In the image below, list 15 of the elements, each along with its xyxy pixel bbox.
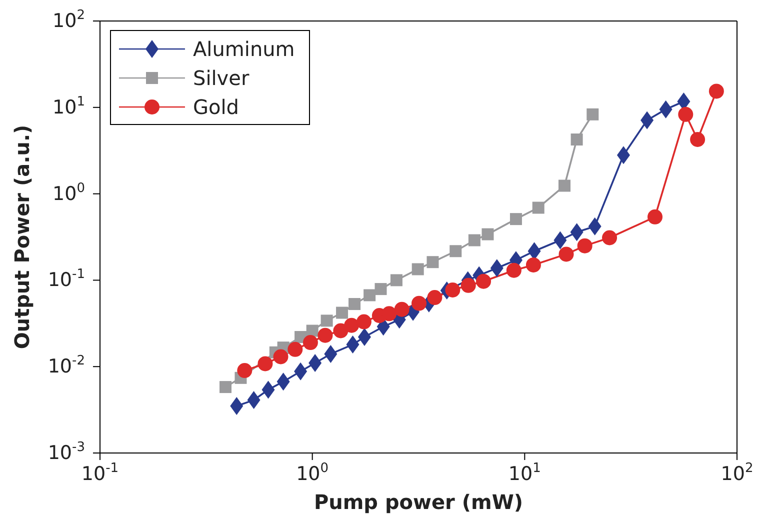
x-tick-label: 10$^{-1}$ <box>81 461 119 485</box>
y-tick-label: 10$^{-2}$ <box>48 354 85 378</box>
y-tick-label: 10$^{-1}$ <box>48 267 85 292</box>
y-tick-label: 10$^{1}$ <box>52 94 85 118</box>
legend-label: Gold <box>193 94 239 118</box>
x-tick-label: 10$^{1}$ <box>508 461 541 485</box>
y-tick-label: 10$^{0}$ <box>52 181 85 205</box>
y-tick-label: 10$^{2}$ <box>52 8 85 32</box>
x-tick-label: 10$^{2}$ <box>720 461 754 485</box>
legend-label: Silver <box>193 66 250 90</box>
x-tick-label: 10$^{0}$ <box>296 461 329 485</box>
y-tick-label: 10$^{-3}$ <box>48 440 85 464</box>
y-axis-title: Output Power (a.u.) <box>10 124 34 350</box>
x-axis-title: Pump power (mW) <box>314 490 524 514</box>
legend-label: Aluminum <box>193 36 295 60</box>
